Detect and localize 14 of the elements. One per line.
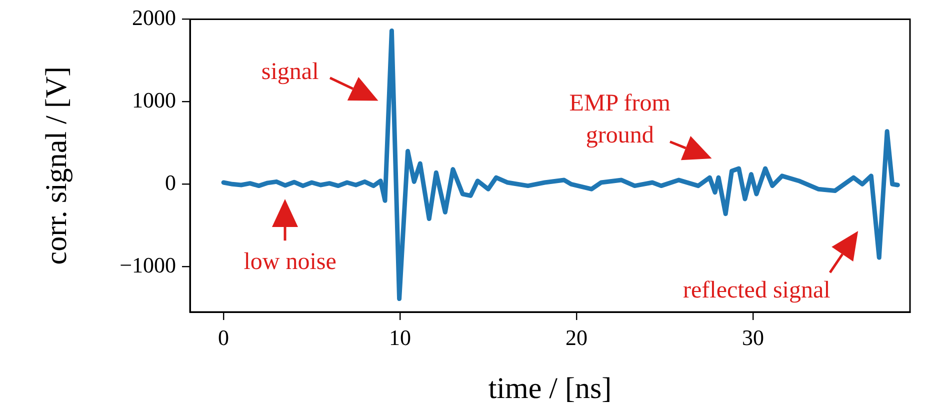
y-axis-title: corr. signal / [V]: [40, 66, 73, 265]
annotation: low noise: [244, 248, 336, 275]
x-tick-label: 30: [742, 324, 764, 350]
x-tick-label: 10: [389, 324, 411, 350]
y-tick-label: 1000: [132, 87, 176, 112]
annotation: signal: [261, 58, 320, 85]
y-tick-label: 0: [165, 170, 176, 195]
annotation: reflected signal: [683, 278, 831, 304]
x-tick-label: 0: [218, 324, 230, 350]
x-axis-title: time / [ns]: [488, 372, 612, 405]
y-tick-label: 2000: [132, 4, 176, 30]
y-tick-label: −1000: [120, 252, 176, 278]
x-tick-label: 20: [565, 324, 588, 350]
annotation: EMP from ground: [569, 90, 671, 149]
